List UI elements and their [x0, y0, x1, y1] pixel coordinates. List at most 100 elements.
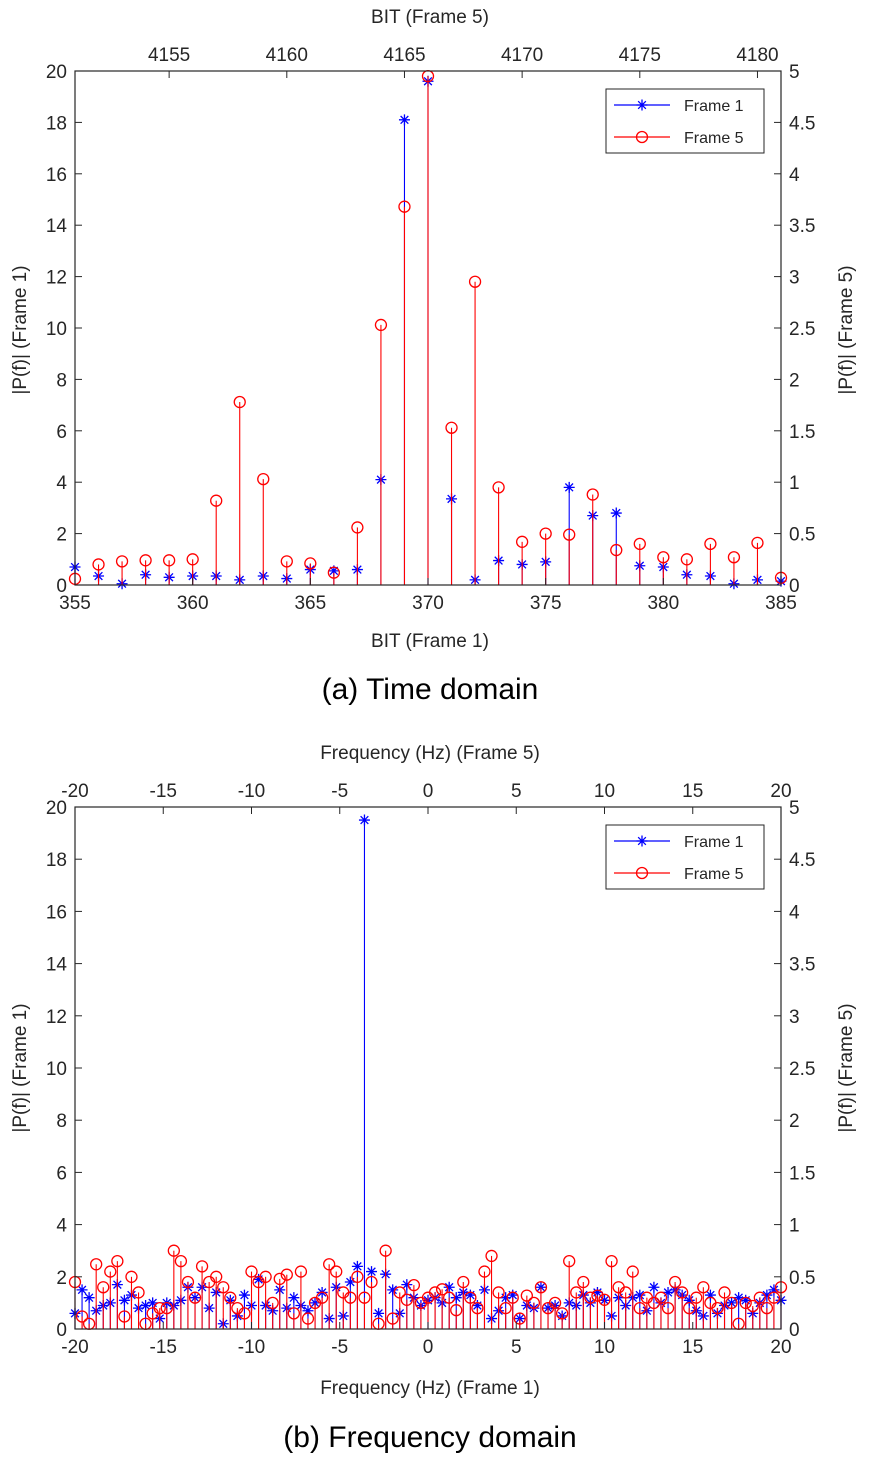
stem-marker-circle	[365, 1275, 378, 1289]
y-tick-label-left: 10	[46, 1059, 67, 1080]
x-tick-label-top: 4175	[619, 45, 661, 66]
stem-marker-star	[704, 1289, 716, 1301]
stem-marker-circle	[683, 1301, 696, 1315]
stem-marker-circle	[471, 1301, 484, 1315]
stem-marker-circle	[330, 1265, 343, 1278]
y-tick-label-right: 2.5	[789, 1059, 815, 1080]
stem-marker-circle	[280, 555, 293, 568]
stem-marker-circle	[273, 1272, 286, 1286]
stem-marker-circle	[351, 1270, 364, 1283]
stem-marker-circle	[605, 1254, 618, 1268]
stem-marker-circle	[323, 1258, 336, 1271]
legend-box	[605, 824, 765, 890]
y-tick-label-right: 5	[789, 798, 800, 819]
stem-marker-star	[398, 114, 410, 126]
y-label-right: |P(f)| (Frame 5)	[836, 265, 857, 394]
stem-marker-circle	[591, 1289, 604, 1302]
x-tick-label-top: 4170	[501, 45, 543, 66]
stem-marker-star	[634, 1289, 646, 1301]
stem-marker-circle	[315, 1291, 329, 1304]
stem-marker-circle	[443, 1291, 456, 1304]
stem-marker-circle	[287, 1307, 301, 1320]
stem-marker-circle	[690, 1291, 703, 1304]
y-tick-label-left: 8	[56, 370, 67, 391]
stem-marker-circle	[534, 1281, 548, 1294]
stem-marker-star	[507, 1289, 519, 1301]
y-tick-label-left: 10	[46, 319, 67, 340]
stem-marker-circle	[259, 1270, 272, 1283]
y-tick-label-left: 8	[56, 1111, 67, 1132]
stem-marker-star	[683, 1294, 695, 1306]
stem-marker-circle	[570, 1286, 583, 1299]
stem-marker-circle	[400, 1293, 413, 1306]
stem-marker-star	[387, 1284, 399, 1296]
y-tick-label-left: 14	[46, 216, 68, 237]
legend-marker-circle	[635, 866, 649, 880]
series-frame-1	[69, 814, 787, 1330]
legend-box	[605, 88, 765, 154]
stem-marker-circle	[407, 1279, 421, 1292]
stem-marker-circle	[753, 1291, 766, 1304]
x-tick-label-top: 4165	[383, 45, 425, 66]
legend-label: Frame 1	[684, 98, 744, 115]
y-tick-label-right: 4.5	[789, 113, 815, 134]
stem-marker-star	[140, 1300, 152, 1312]
x-tick-label-top: 4160	[266, 45, 308, 66]
stem-marker-circle	[680, 553, 694, 566]
stem-marker-star	[768, 1284, 780, 1296]
y-tick-label-right: 3	[789, 268, 800, 289]
legend-marker-circle	[635, 130, 649, 144]
stem-marker-circle	[633, 1301, 646, 1315]
stem-marker-circle	[725, 1296, 738, 1310]
stem-marker-circle	[386, 1312, 399, 1325]
x-tick-label-bottom: 375	[530, 593, 562, 614]
stem-marker-circle	[586, 488, 599, 501]
x-tick-label-bottom: 385	[765, 593, 797, 614]
stem-marker-circle	[393, 1286, 406, 1299]
stem-marker-circle	[210, 494, 223, 507]
x-tick-label-bottom: 15	[682, 1337, 703, 1358]
x-tick-label-top: -10	[238, 781, 265, 802]
stem-marker-circle	[344, 1291, 357, 1304]
stem-marker-circle	[563, 1254, 576, 1268]
x-tick-label-bottom: -5	[331, 1337, 348, 1358]
stem-marker-star	[450, 1292, 462, 1304]
x-tick-label-bottom: 355	[59, 593, 91, 614]
y-tick-label-right: 3.5	[789, 955, 815, 976]
stem-marker-circle	[132, 1286, 145, 1299]
x-tick-label-bottom: -15	[150, 1337, 177, 1358]
stem-marker-circle	[445, 421, 458, 434]
stem-marker-circle	[610, 543, 623, 557]
stem-marker-circle	[301, 1312, 315, 1325]
y-tick-label-left: 14	[46, 955, 68, 976]
stem-marker-circle	[174, 1254, 188, 1268]
stem-marker-circle	[374, 318, 388, 332]
x-tick-label-top: 0	[423, 781, 434, 802]
stem-marker-star	[302, 1305, 314, 1317]
stem-marker-circle	[457, 1275, 470, 1289]
stem-marker-circle	[657, 551, 670, 564]
stem-marker-circle	[160, 1301, 173, 1315]
y-tick-label-right: 3	[789, 1007, 800, 1028]
stem-marker-circle	[563, 528, 576, 541]
y-tick-label-right: 1	[789, 1216, 800, 1237]
stem-marker-circle	[75, 1310, 89, 1323]
stem-marker-star	[443, 1281, 455, 1293]
stem-marker-star	[610, 507, 622, 519]
stem-marker-circle	[626, 1265, 639, 1278]
stem-marker-circle	[195, 1260, 209, 1273]
stem-marker-circle	[619, 1286, 632, 1299]
stem-marker-circle	[92, 558, 105, 571]
legend-label: Frame 1	[684, 834, 744, 851]
stem-marker-circle	[527, 1296, 541, 1310]
stem-marker-circle	[598, 1293, 611, 1306]
stem-marker-star	[76, 1284, 88, 1296]
stem-marker-circle	[468, 275, 482, 288]
stem-marker-circle	[428, 1286, 442, 1299]
y-tick-label-left: 0	[56, 576, 67, 597]
x-tick-label-top: -20	[61, 781, 88, 802]
y-tick-label-right: 3.5	[789, 216, 815, 237]
stem-marker-circle	[153, 1301, 166, 1315]
stem-marker-circle	[513, 1312, 526, 1325]
stem-marker-circle	[167, 1244, 180, 1257]
